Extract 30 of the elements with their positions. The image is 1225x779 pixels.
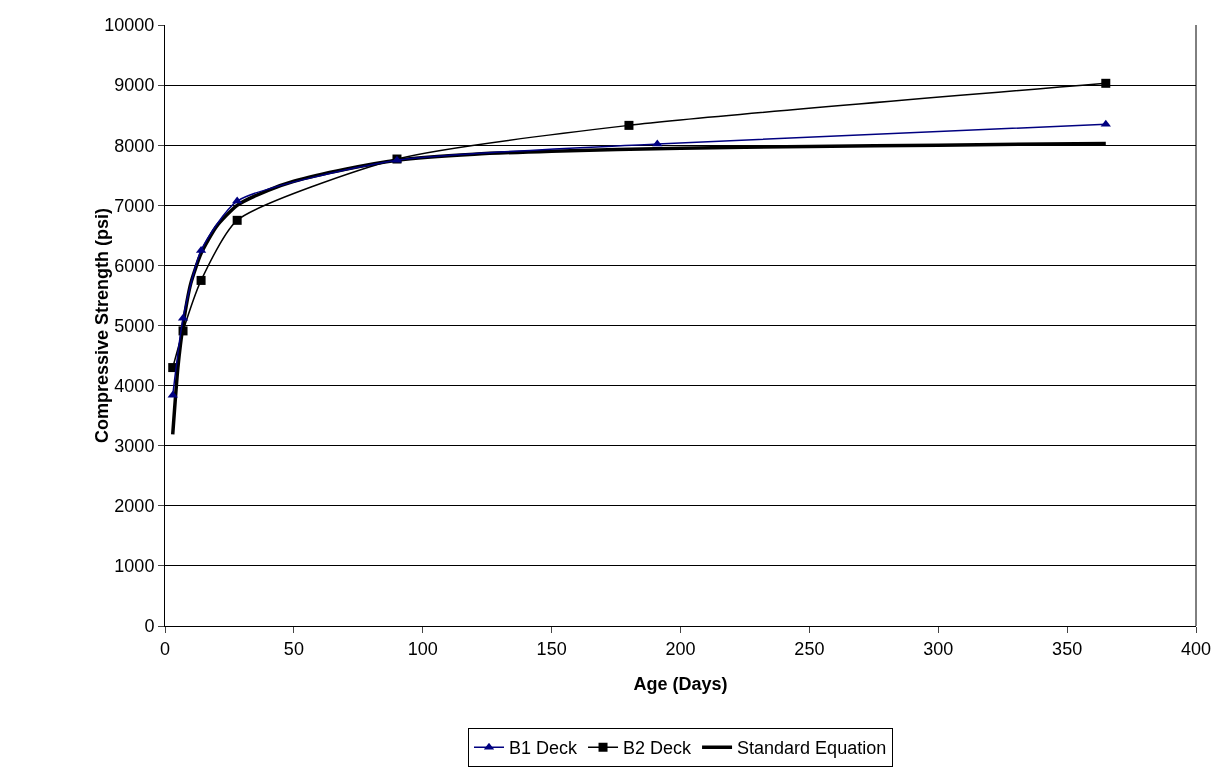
y-tick-label: 1000 xyxy=(114,556,155,577)
x-tick-label: 100 xyxy=(407,638,438,659)
y-tick-label: 5000 xyxy=(114,315,155,336)
x-tick-label: 300 xyxy=(923,638,954,659)
y-axis-title: Compressive Strength (psi) xyxy=(92,207,113,444)
x-tick-label: 150 xyxy=(536,638,567,659)
y-tick-label: 4000 xyxy=(114,375,155,396)
x-tick-label: 350 xyxy=(1052,638,1083,659)
legend-label: Standard Equation xyxy=(737,738,887,759)
y-tick-label: 9000 xyxy=(114,75,155,96)
x-tick-label: 50 xyxy=(283,638,304,659)
x-tick-label: 250 xyxy=(794,638,825,659)
y-tick-label: 2000 xyxy=(114,496,155,517)
y-tick-label: 8000 xyxy=(114,135,155,156)
y-tick-label: 10000 xyxy=(104,15,155,36)
point xyxy=(232,215,242,225)
y-tick-label: 7000 xyxy=(114,195,155,216)
y-tick-label: 6000 xyxy=(114,255,155,276)
point xyxy=(1101,78,1111,88)
point xyxy=(624,120,634,130)
y-tick-label: 0 xyxy=(144,616,155,637)
point xyxy=(652,139,663,147)
legend-label: B2 Deck xyxy=(623,738,693,759)
y-tick-label: 3000 xyxy=(114,436,155,456)
x-tick-label: 0 xyxy=(159,638,171,659)
x-axis-title: Age (Days) xyxy=(633,674,728,694)
x-tick-label: 400 xyxy=(1180,638,1212,659)
x-tick-label: 200 xyxy=(665,638,696,659)
point xyxy=(196,275,206,285)
legend-label: B1 Deck xyxy=(509,738,579,759)
